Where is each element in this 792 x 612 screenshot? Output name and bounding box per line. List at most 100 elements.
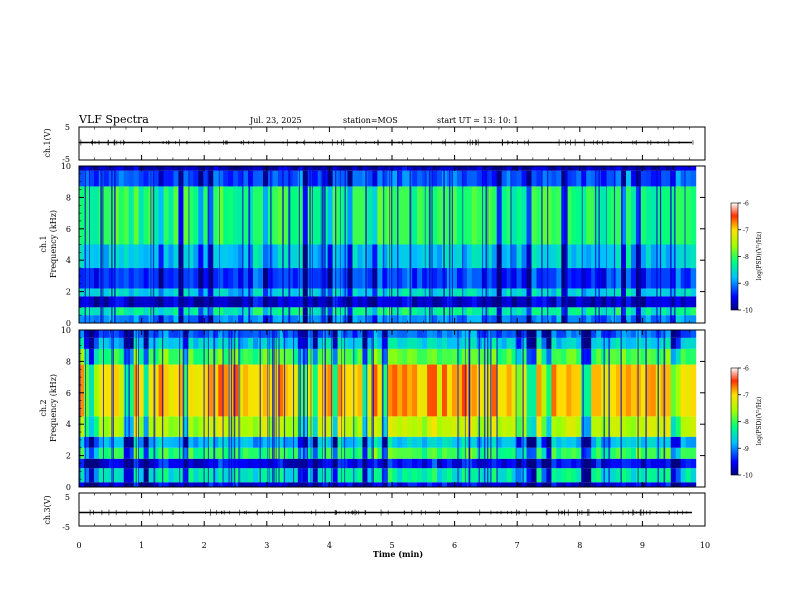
spectrogram-ch1-cell xyxy=(521,170,528,187)
spectrogram-ch1-cell xyxy=(606,288,612,297)
spectrogram-ch2-cell xyxy=(596,364,602,417)
spectrogram-ch2-cell xyxy=(248,364,254,417)
spectrogram-ch1-cell xyxy=(88,186,95,245)
spectrogram-ch2-cell xyxy=(630,482,637,487)
spectrogram-ch2-streak xyxy=(268,330,270,487)
spectrogram-ch2-cell xyxy=(412,436,418,448)
spectrogram-ch2-cell xyxy=(382,348,388,365)
spectrogram-ch2-cell xyxy=(556,416,562,437)
spectrogram-ch1-cell xyxy=(188,315,194,323)
spectrogram-ch1-cell xyxy=(367,307,373,316)
spectrogram-ch1-cell xyxy=(685,288,692,297)
spectrogram-ch1-cell xyxy=(521,296,528,308)
spectrogram-ch2-cell xyxy=(357,364,364,417)
spectrogram-ch1-cell xyxy=(690,268,697,289)
spectrogram-ch1-cell xyxy=(148,244,155,269)
spectrogram-ch2-cell xyxy=(183,330,189,338)
spectrogram-ch1-cell xyxy=(486,186,493,245)
spectrogram-ch1-cell xyxy=(526,166,533,171)
spectrogram-ch2-cell xyxy=(546,468,552,483)
spectrogram-ch1-cell xyxy=(521,166,528,171)
spectrogram-ch1-cell xyxy=(272,268,279,289)
spectrogram-ch2-cell xyxy=(491,447,498,459)
spectrogram-ch2-cell xyxy=(546,364,552,417)
spectrogram-ch1-cell xyxy=(238,315,244,323)
spectrogram-ch1-streak xyxy=(288,166,290,323)
spectrogram-ch2-cell xyxy=(456,364,463,417)
spectrogram-ch2-cell xyxy=(586,436,592,448)
spectrogram-ch1-cell xyxy=(496,186,503,245)
spectrogram-ch1-cell xyxy=(148,268,155,289)
spectrogram-ch2-cell xyxy=(277,482,284,487)
spectrogram-ch2-cell xyxy=(287,416,294,437)
spectrogram-ch2-cell xyxy=(422,364,428,417)
spectrogram-ch1-cell xyxy=(238,186,244,245)
spectrogram-ch2-cell xyxy=(516,468,523,483)
spectrogram-ch2-cell xyxy=(223,468,229,483)
spectrogram-ch1-cell xyxy=(481,315,488,323)
spectrogram-ch2-cell xyxy=(218,416,224,437)
spectrogram-ch1-cell xyxy=(262,315,269,323)
spectrogram-ch1-cell xyxy=(143,244,150,269)
spectrogram-ch2-cell xyxy=(432,416,438,437)
spectrogram-ch2-cell xyxy=(302,348,309,365)
spectrogram-ch1-cell xyxy=(690,244,697,269)
spectrogram-ch1-cell xyxy=(437,170,443,187)
spectrogram-ch1-cell xyxy=(387,244,393,269)
spectrogram-ch1-cell xyxy=(392,268,398,289)
spectrogram-ch2-cell xyxy=(238,447,244,459)
spectrogram-ch2-cell xyxy=(208,468,214,483)
spectrogram-ch1-cell xyxy=(113,268,120,289)
spectrogram-ch1-cell xyxy=(123,166,130,171)
spectrogram-ch2-cell xyxy=(253,330,259,338)
spectrogram-ch1-cell xyxy=(625,296,632,308)
spectrogram-ch1-cell xyxy=(372,307,378,316)
spectrogram-ch2-cell xyxy=(342,447,349,459)
spectrogram-ch1-cell xyxy=(372,170,378,187)
spectrogram-ch1-cell xyxy=(471,166,478,171)
spectrogram-ch2-cell xyxy=(650,447,657,459)
spectrogram-ch2-cell xyxy=(79,337,85,349)
spectrogram-ch2-cell xyxy=(178,468,185,483)
spectrogram-ch2-cell xyxy=(422,458,428,469)
spectrogram-ch2-streak xyxy=(153,330,155,487)
spectrogram-ch2-cell xyxy=(148,337,155,349)
spectrogram-ch1-cell xyxy=(397,170,403,187)
spectrogram-ch2-cell xyxy=(387,348,393,365)
spectrogram-ch1-cell xyxy=(680,315,687,323)
spectrogram-ch2-cell xyxy=(357,436,364,448)
spectrogram-ch2-cell xyxy=(357,337,364,349)
spectrogram-ch2-cell xyxy=(213,447,219,459)
spectrogram-ch2-cell xyxy=(158,337,165,349)
spectrogram-ch1-cell xyxy=(258,170,264,187)
spectrogram-ch2-cell xyxy=(422,416,428,437)
spectrogram-ch1-cell xyxy=(258,288,264,297)
spectrogram-ch2-cell xyxy=(486,436,493,448)
spectrogram-ch2-cell xyxy=(521,468,528,483)
spectrogram-ch1-cell xyxy=(665,244,672,269)
spectrogram-ch2-cell xyxy=(312,468,319,483)
spectrogram-ch2-cell xyxy=(367,337,373,349)
spectrogram-ch1-cell xyxy=(287,315,294,323)
spectrogram-ch1-cell xyxy=(367,288,373,297)
spectrogram-ch2-cell xyxy=(103,337,110,349)
spectrogram-ch2-cell xyxy=(143,330,150,338)
spectrogram-ch1-cell xyxy=(292,268,299,289)
spectrogram-ch1-cell xyxy=(541,307,548,316)
waveform-ch3-tick-bottom: -5 xyxy=(62,523,70,532)
spectrogram-ch1-cell xyxy=(287,288,294,297)
spectrogram-ch1-cell xyxy=(183,186,189,245)
spectrogram-ch2-cell xyxy=(437,337,443,349)
spectrogram-ch2-cell xyxy=(93,468,100,483)
spectrogram-ch1-cell xyxy=(650,296,657,308)
spectrogram-ch1-streak xyxy=(188,166,190,323)
spectrogram-ch2-cell xyxy=(267,447,274,459)
spectrogram-ch2-cell xyxy=(287,468,294,483)
spectrogram-ch2-streak xyxy=(125,330,126,487)
spectrogram-ch2-cell xyxy=(640,348,647,365)
spectrogram-ch1-cell xyxy=(402,288,408,297)
spectrogram-ch1-cell xyxy=(347,170,354,187)
spectrogram-ch1-cell xyxy=(292,288,299,297)
spectrogram-ch1-cell xyxy=(561,186,567,245)
spectrogram-ch2-cell xyxy=(551,337,557,349)
